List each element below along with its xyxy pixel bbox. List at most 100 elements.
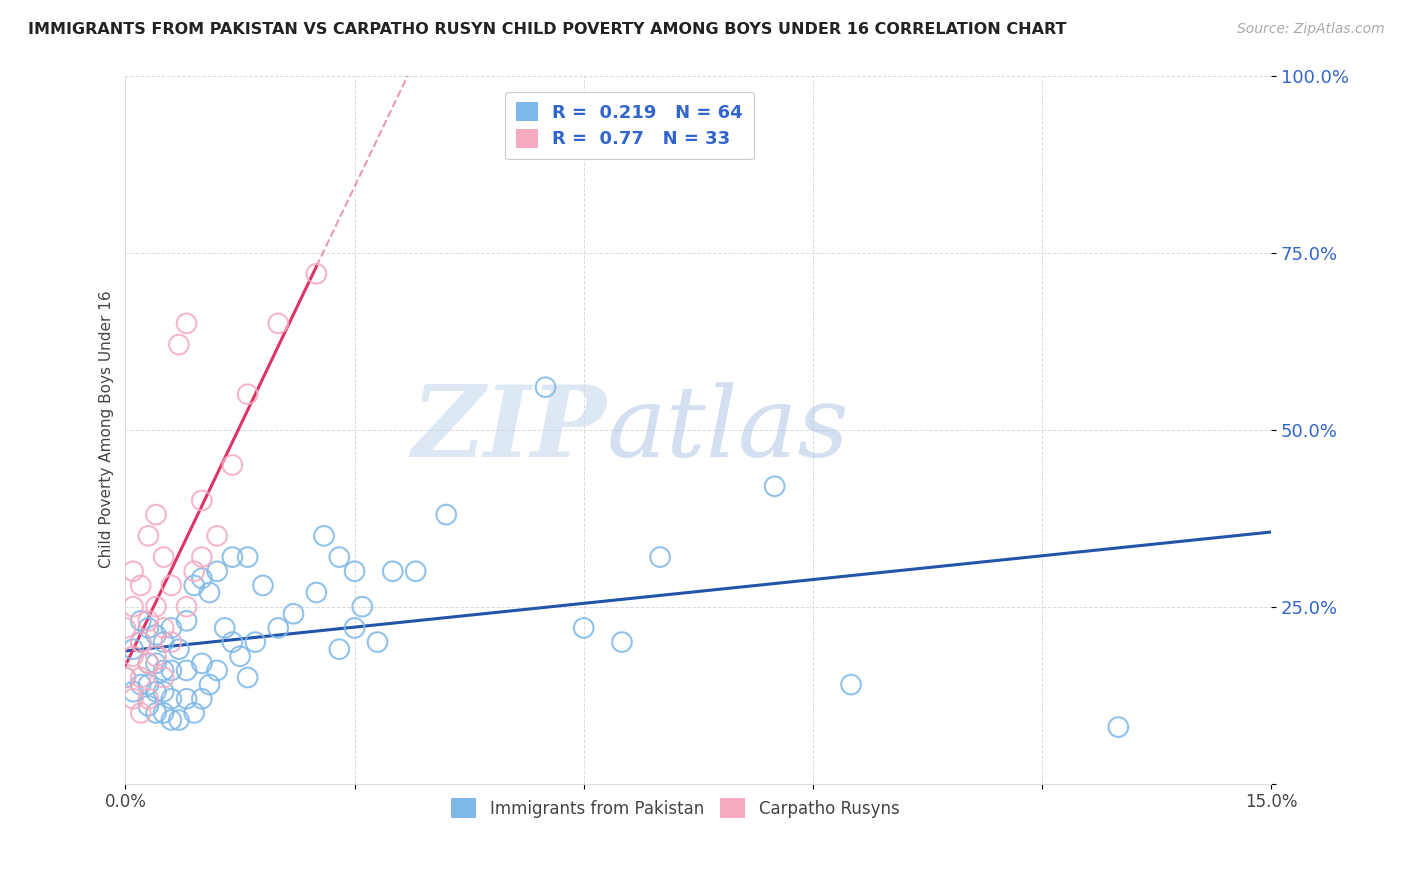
- Point: [343, 564, 366, 578]
- Point: [839, 677, 862, 691]
- Point: [283, 607, 305, 621]
- Point: [236, 387, 259, 401]
- Point: [183, 564, 205, 578]
- Point: [176, 317, 198, 331]
- Point: [191, 493, 214, 508]
- Point: [122, 599, 145, 614]
- Point: [114, 671, 136, 685]
- Point: [145, 628, 167, 642]
- Point: [572, 621, 595, 635]
- Point: [328, 642, 350, 657]
- Point: [145, 649, 167, 664]
- Point: [312, 529, 335, 543]
- Point: [114, 621, 136, 635]
- Point: [352, 599, 374, 614]
- Text: IMMIGRANTS FROM PAKISTAN VS CARPATHO RUSYN CHILD POVERTY AMONG BOYS UNDER 16 COR: IMMIGRANTS FROM PAKISTAN VS CARPATHO RUS…: [28, 22, 1067, 37]
- Point: [176, 599, 198, 614]
- Point: [145, 684, 167, 698]
- Point: [305, 585, 328, 599]
- Point: [145, 599, 167, 614]
- Point: [176, 664, 198, 678]
- Point: [343, 621, 366, 635]
- Y-axis label: Child Poverty Among Boys Under 16: Child Poverty Among Boys Under 16: [100, 291, 114, 568]
- Point: [122, 642, 145, 657]
- Point: [152, 671, 174, 685]
- Point: [145, 657, 167, 671]
- Point: [129, 706, 152, 720]
- Point: [152, 621, 174, 635]
- Point: [191, 657, 214, 671]
- Point: [138, 677, 160, 691]
- Point: [214, 621, 236, 635]
- Point: [198, 585, 221, 599]
- Point: [267, 317, 290, 331]
- Point: [205, 564, 228, 578]
- Point: [122, 649, 145, 664]
- Point: [167, 337, 190, 351]
- Text: Source: ZipAtlas.com: Source: ZipAtlas.com: [1237, 22, 1385, 37]
- Point: [152, 664, 174, 678]
- Point: [221, 550, 243, 565]
- Point: [763, 479, 786, 493]
- Point: [1107, 720, 1129, 734]
- Point: [145, 706, 167, 720]
- Point: [648, 550, 671, 565]
- Point: [176, 614, 198, 628]
- Point: [138, 657, 160, 671]
- Point: [191, 691, 214, 706]
- Point: [183, 578, 205, 592]
- Point: [236, 550, 259, 565]
- Point: [129, 578, 152, 592]
- Point: [252, 578, 274, 592]
- Point: [267, 621, 290, 635]
- Point: [160, 691, 183, 706]
- Point: [160, 578, 183, 592]
- Point: [129, 635, 152, 649]
- Point: [221, 635, 243, 649]
- Point: [122, 684, 145, 698]
- Point: [145, 508, 167, 522]
- Legend: Immigrants from Pakistan, Carpatho Rusyns: Immigrants from Pakistan, Carpatho Rusyn…: [444, 791, 907, 825]
- Point: [183, 706, 205, 720]
- Point: [160, 664, 183, 678]
- Point: [138, 621, 160, 635]
- Point: [122, 691, 145, 706]
- Point: [160, 713, 183, 727]
- Point: [152, 635, 174, 649]
- Point: [205, 529, 228, 543]
- Point: [152, 706, 174, 720]
- Point: [129, 614, 152, 628]
- Point: [610, 635, 633, 649]
- Text: ZIP: ZIP: [412, 382, 606, 478]
- Point: [152, 684, 174, 698]
- Point: [236, 671, 259, 685]
- Point: [534, 380, 557, 394]
- Point: [160, 621, 183, 635]
- Point: [229, 649, 252, 664]
- Point: [138, 529, 160, 543]
- Point: [366, 635, 388, 649]
- Point: [122, 564, 145, 578]
- Point: [405, 564, 427, 578]
- Point: [434, 508, 457, 522]
- Point: [114, 671, 136, 685]
- Point: [138, 614, 160, 628]
- Text: atlas: atlas: [606, 382, 849, 477]
- Point: [152, 550, 174, 565]
- Point: [191, 571, 214, 585]
- Point: [198, 677, 221, 691]
- Point: [328, 550, 350, 565]
- Point: [245, 635, 267, 649]
- Point: [167, 713, 190, 727]
- Point: [205, 664, 228, 678]
- Point: [138, 691, 160, 706]
- Point: [221, 458, 243, 472]
- Point: [191, 550, 214, 565]
- Point: [167, 642, 190, 657]
- Point: [129, 635, 152, 649]
- Point: [305, 267, 328, 281]
- Point: [138, 657, 160, 671]
- Point: [129, 677, 152, 691]
- Point: [138, 698, 160, 713]
- Point: [381, 564, 404, 578]
